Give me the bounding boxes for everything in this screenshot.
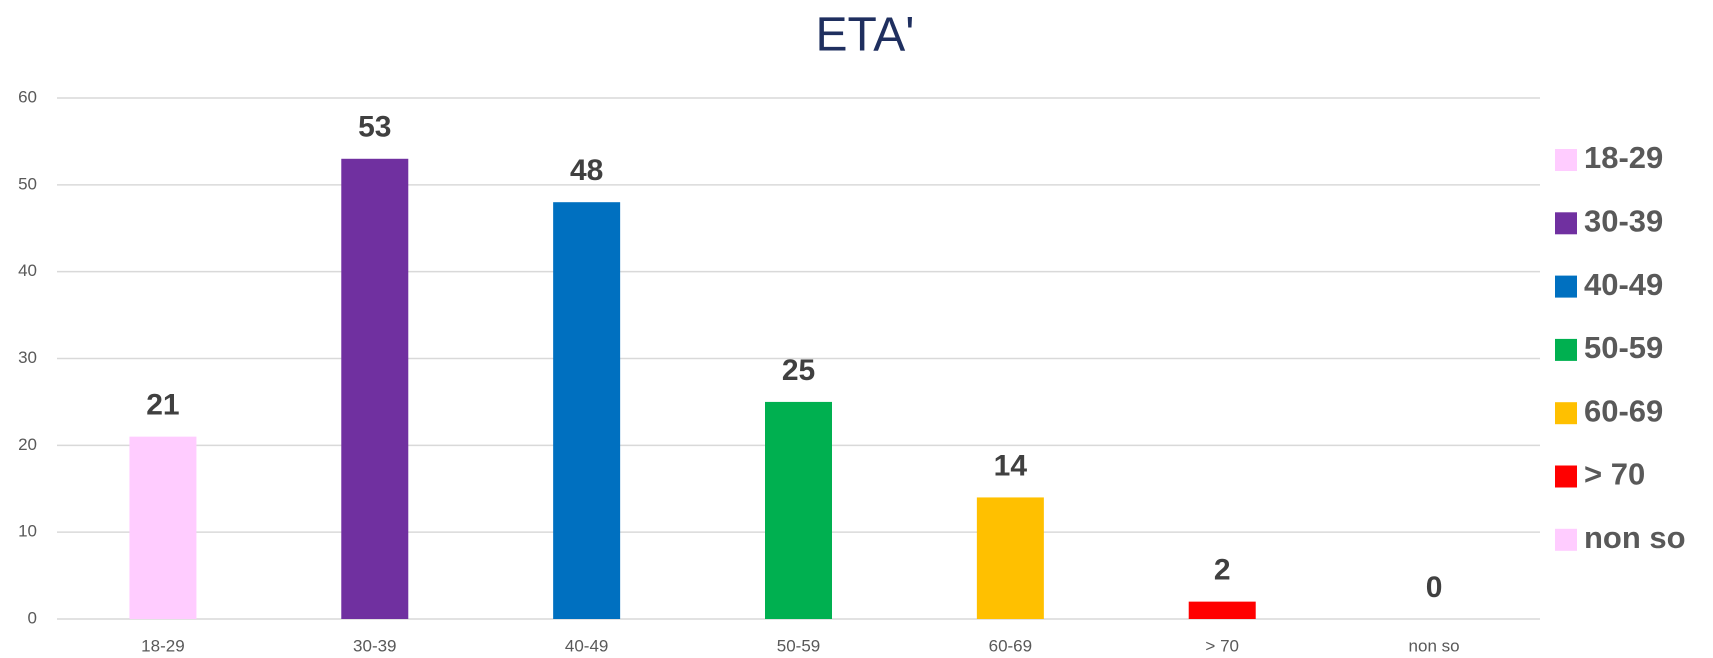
y-tick-label: 20 bbox=[18, 435, 37, 454]
legend-swatch bbox=[1555, 465, 1577, 488]
bar bbox=[341, 158, 409, 620]
bar bbox=[1188, 601, 1256, 619]
bar bbox=[765, 401, 832, 619]
legend-label: 18-29 bbox=[1584, 140, 1663, 175]
legend-label: 40-49 bbox=[1584, 267, 1663, 302]
x-tick-label: 18-29 bbox=[141, 636, 184, 655]
data-label: 0 bbox=[1426, 571, 1443, 604]
data-label: 21 bbox=[146, 389, 179, 422]
y-tick-label: 60 bbox=[18, 87, 37, 106]
legend-swatch bbox=[1555, 275, 1577, 298]
legend-swatch bbox=[1555, 212, 1577, 235]
y-tick-label: 10 bbox=[18, 522, 37, 541]
x-tick-label: 50-59 bbox=[777, 636, 820, 655]
bar bbox=[129, 436, 197, 619]
y-tick-label: 30 bbox=[18, 348, 37, 367]
legend-label: > 70 bbox=[1584, 457, 1645, 492]
legend-label: 50-59 bbox=[1584, 330, 1663, 365]
y-tick-label: 0 bbox=[28, 608, 37, 627]
data-label: 2 bbox=[1214, 554, 1231, 587]
legend-label: 60-69 bbox=[1584, 393, 1663, 428]
x-tick-label: 30-39 bbox=[353, 636, 396, 655]
data-label: 14 bbox=[994, 449, 1028, 482]
legend-swatch bbox=[1555, 149, 1577, 171]
x-tick-label: 40-49 bbox=[565, 636, 608, 655]
data-label: 53 bbox=[358, 111, 391, 144]
x-tick-label: > 70 bbox=[1205, 636, 1239, 655]
x-tick-label: non so bbox=[1409, 636, 1460, 655]
y-tick-label: 40 bbox=[18, 261, 37, 280]
bar bbox=[553, 202, 621, 619]
y-tick-label: 50 bbox=[18, 174, 37, 193]
legend-swatch bbox=[1555, 338, 1577, 361]
legend-label: 30-39 bbox=[1584, 203, 1663, 238]
data-label: 25 bbox=[782, 354, 815, 387]
chart-title: ETA' bbox=[816, 9, 915, 62]
bar bbox=[976, 497, 1044, 619]
legend-label: non so bbox=[1584, 520, 1686, 555]
legend-swatch bbox=[1555, 528, 1577, 551]
data-label: 48 bbox=[570, 154, 603, 187]
x-tick-label: 60-69 bbox=[989, 636, 1032, 655]
legend-swatch bbox=[1555, 402, 1577, 425]
